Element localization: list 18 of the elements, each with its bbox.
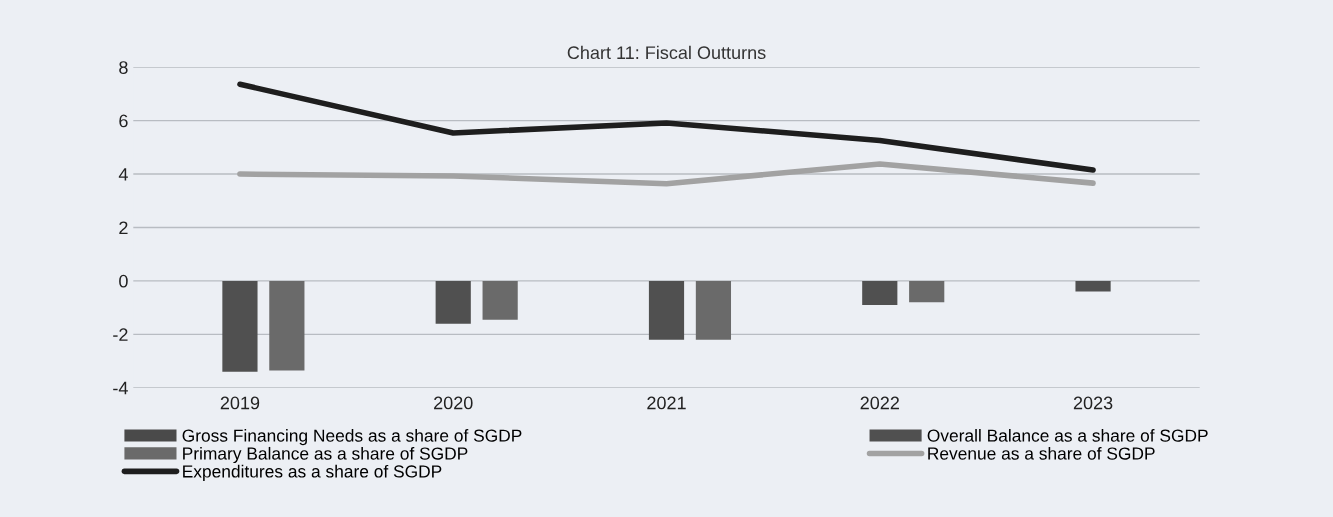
x-tick-label: 2022 — [860, 396, 899, 410]
x-tick-label: 2021 — [647, 396, 686, 410]
y-tick-label: 2 — [119, 221, 128, 235]
x-tick-label: 2020 — [434, 396, 473, 410]
x-tick-label: 2023 — [1073, 396, 1113, 410]
y-tick-label: 8 — [119, 61, 128, 74]
y-tick-label: 4 — [118, 168, 128, 181]
x-tick-label: 2019 — [220, 396, 260, 410]
legend-label: Overall Balance as a share of SGDP — [927, 429, 1208, 442]
legend-label: Gross Financing Needs as a share of SGDP — [182, 429, 522, 446]
y-tick-label: 6 — [119, 114, 128, 128]
y-tick-label: -4 — [113, 381, 128, 395]
legend-label: Revenue as a share of SGDP — [928, 446, 1155, 460]
y-tick-label: 0 — [119, 274, 128, 288]
chart-title: Chart 11: Fiscal Outturns — [567, 45, 766, 60]
legend-label: Expenditures as a share of SGDP — [183, 464, 442, 482]
legend-label: Primary Balance as a share of SGDP — [183, 446, 468, 464]
y-tick-label: -2 — [113, 328, 128, 341]
